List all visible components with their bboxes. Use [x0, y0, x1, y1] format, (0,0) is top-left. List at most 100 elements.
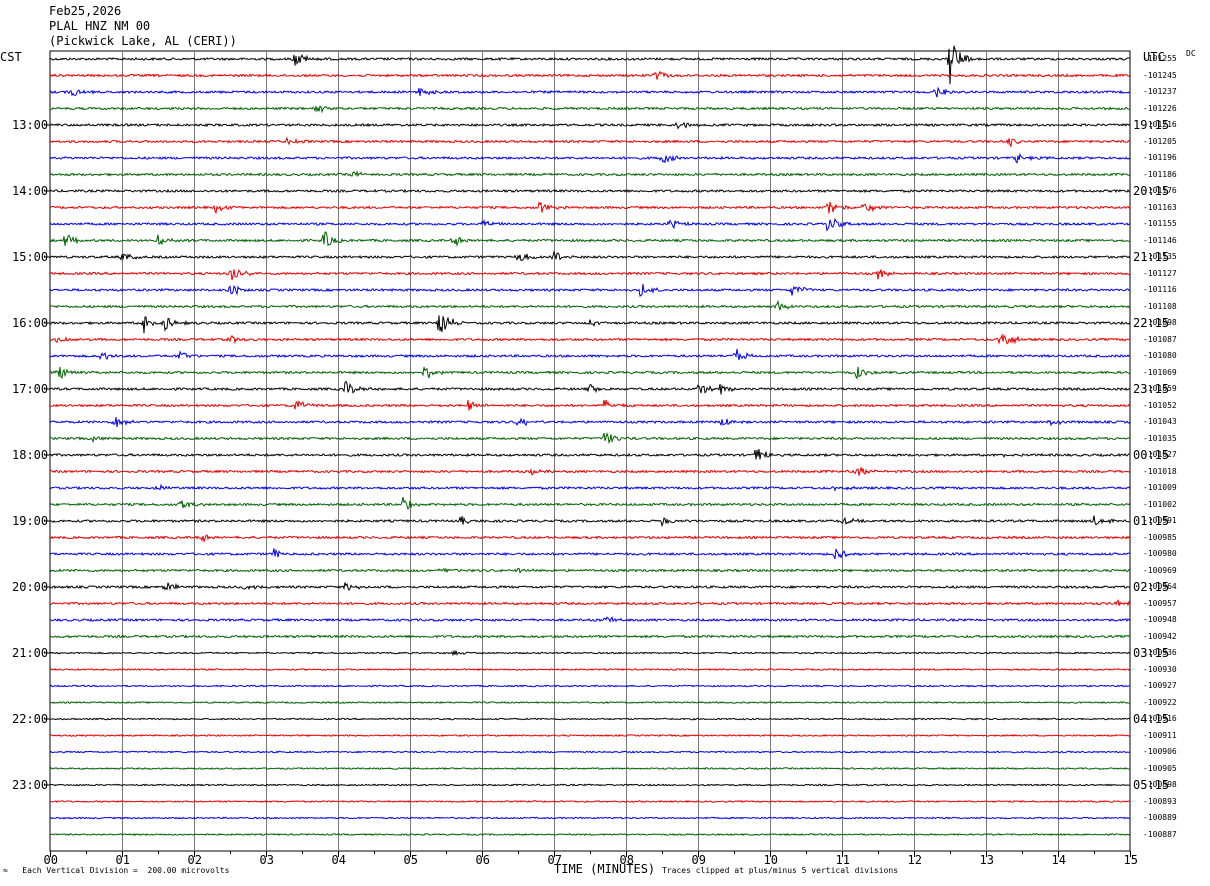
dc-offset-label: -101216 — [1143, 120, 1177, 129]
trace-6 — [49, 152, 1131, 164]
dc-offset-label: -101052 — [1143, 400, 1177, 410]
trace-3 — [49, 105, 1131, 114]
left-hour-label: 18:00 — [12, 448, 49, 462]
trace-47 — [49, 832, 1131, 837]
x-tick-label: 07 — [547, 853, 562, 867]
trace-43 — [49, 766, 1131, 770]
trace-40 — [50, 717, 1131, 721]
left-hour-label: 17:00 — [12, 382, 49, 396]
x-tick-label: 14 — [1051, 853, 1066, 867]
x-tick-label: 06 — [475, 853, 490, 867]
trace-23 — [50, 432, 1131, 445]
x-tick-label: 02 — [187, 853, 202, 867]
x-tick-label: 13 — [979, 853, 994, 867]
trace-7 — [49, 170, 1131, 178]
x-tick-label: 01 — [115, 853, 130, 867]
trace-19 — [49, 366, 1131, 380]
clip-note: Traces clipped at plus/minus 5 vertical … — [662, 866, 899, 875]
trace-34 — [49, 616, 1131, 623]
trace-35 — [49, 634, 1131, 639]
trace-13 — [49, 269, 1131, 281]
trace-25 — [50, 465, 1131, 476]
trace-8 — [49, 188, 1131, 194]
trace-22 — [49, 417, 1131, 428]
dc-offset-label: -100964 — [1143, 582, 1177, 591]
plot-frame — [49, 50, 1131, 852]
x-axis-title: TIME (MINUTES) — [554, 862, 656, 876]
x-tick-label: 05 — [403, 853, 418, 867]
dc-offset-label: -100930 — [1143, 664, 1177, 674]
dc-offset-label: -101059 — [1143, 384, 1177, 393]
dc-offset-label: -100906 — [1143, 747, 1177, 756]
left-hour-label: 13:00 — [12, 118, 49, 132]
dc-label: DC — [1186, 49, 1196, 58]
right-hour-label: 23:15 — [1133, 382, 1170, 396]
dc-offset-label: -100922 — [1143, 697, 1177, 707]
x-tick-label: 09 — [691, 853, 706, 867]
dc-offset-label: -101116 — [1143, 285, 1177, 294]
dc-offset-label: -101098 — [1143, 318, 1177, 327]
trace-18 — [49, 349, 1131, 361]
right-hour-label: 22:15 — [1133, 316, 1170, 330]
trace-46 — [50, 816, 1130, 820]
trace-24 — [49, 449, 1131, 460]
dc-offset-label: -101135 — [1143, 252, 1177, 261]
chart-header: Feb25,2026 PLAL HNZ NM 00 (Pickwick Lake… — [49, 4, 237, 49]
trace-21 — [49, 399, 1131, 411]
right-hour-label: 19:15 — [1133, 118, 1170, 132]
right-hour-label: 21:15 — [1133, 250, 1170, 264]
dc-offset-label: -100980 — [1143, 549, 1177, 558]
right-hour-label: 02:15 — [1133, 580, 1170, 594]
trace-27 — [49, 496, 1131, 511]
dc-offset-label: -100887 — [1143, 829, 1177, 839]
chart-date: Feb25,2026 — [49, 4, 122, 18]
x-tick-label: 03 — [259, 853, 274, 867]
dc-offset-label: -100889 — [1143, 813, 1177, 822]
dc-offset-label: -101255 — [1143, 54, 1177, 63]
scale-note-text: Each Vertical Division = 200.00 microvol… — [22, 866, 230, 875]
dc-offset-label: -101205 — [1143, 136, 1177, 146]
dc-offset-label: -101163 — [1143, 202, 1177, 212]
trace-0 — [49, 45, 1131, 85]
trace-4 — [49, 121, 1131, 130]
dc-offset-label: -100893 — [1143, 796, 1177, 806]
right-hour-label: 03:15 — [1133, 646, 1170, 660]
left-hour-label: 19:00 — [12, 514, 49, 528]
trace-37 — [49, 667, 1131, 672]
left-hour-label: 23:00 — [12, 778, 49, 792]
trace-32 — [49, 582, 1131, 591]
trace-28 — [49, 515, 1130, 528]
corner-mark: ≈ — [3, 866, 8, 875]
x-tick-label: 00 — [43, 853, 58, 867]
right-hour-label: 20:15 — [1133, 184, 1170, 198]
dc-offset-label: -101009 — [1143, 483, 1177, 492]
dc-offset-label: -101087 — [1143, 334, 1177, 344]
chart-location: (Pickwick Lake, AL (CERI)) — [49, 34, 237, 48]
dc-offset-label: -101108 — [1143, 301, 1177, 311]
x-tick-label: 04 — [331, 853, 346, 867]
x-tick-label: 11 — [835, 853, 850, 867]
trace-10 — [49, 217, 1131, 232]
dc-offset-label: -100905 — [1143, 763, 1177, 773]
trace-42 — [49, 750, 1131, 754]
trace-17 — [49, 333, 1130, 345]
left-hour-label: 22:00 — [12, 712, 49, 726]
dc-offset-label: -100898 — [1143, 780, 1177, 789]
trace-11 — [49, 231, 1131, 247]
dc-offset-label: -100916 — [1143, 714, 1177, 723]
dc-offset-label: -100927 — [1143, 681, 1177, 690]
trace-16 — [49, 315, 1131, 334]
left-hour-label: 16:00 — [12, 316, 49, 330]
trace-31 — [49, 567, 1131, 574]
right-hour-label: 01:15 — [1133, 514, 1170, 528]
dc-offset-label: -101155 — [1143, 219, 1177, 228]
left-hour-label: 15:00 — [12, 250, 49, 264]
dc-offset-label: -100936 — [1143, 648, 1177, 657]
right-timezone-label: UTC — [1143, 50, 1165, 64]
x-tick-label: 15 — [1123, 853, 1138, 867]
left-timezone-label: CST — [0, 50, 22, 64]
dc-offset-label: -101226 — [1143, 103, 1177, 113]
dc-offset-label: -101176 — [1143, 186, 1177, 195]
x-tick-label: 08 — [619, 853, 634, 867]
trace-39 — [50, 701, 1131, 705]
